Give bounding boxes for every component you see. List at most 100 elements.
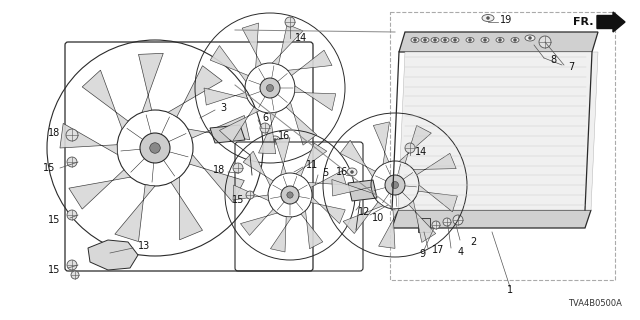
Circle shape: [233, 163, 243, 173]
Circle shape: [444, 38, 447, 42]
Text: FR.: FR.: [573, 17, 594, 27]
Ellipse shape: [466, 37, 474, 43]
Text: 18: 18: [212, 165, 225, 175]
Ellipse shape: [481, 37, 489, 43]
Polygon shape: [301, 211, 323, 249]
Circle shape: [260, 78, 280, 98]
Text: 16: 16: [278, 131, 291, 141]
Polygon shape: [332, 180, 372, 196]
Text: 14: 14: [295, 33, 307, 43]
Circle shape: [443, 218, 451, 226]
Polygon shape: [204, 88, 247, 105]
Circle shape: [432, 221, 440, 229]
Polygon shape: [271, 217, 292, 252]
Text: TVA4B0500A: TVA4B0500A: [568, 299, 622, 308]
Polygon shape: [188, 116, 250, 140]
Polygon shape: [348, 180, 377, 201]
Polygon shape: [69, 170, 131, 209]
Circle shape: [287, 192, 293, 198]
Circle shape: [529, 36, 531, 39]
Polygon shape: [340, 140, 375, 177]
Polygon shape: [233, 185, 269, 201]
Polygon shape: [88, 240, 138, 270]
Circle shape: [499, 38, 502, 42]
Text: 15: 15: [47, 265, 60, 275]
Circle shape: [150, 143, 160, 153]
Polygon shape: [171, 177, 202, 240]
Bar: [418, 218, 430, 232]
Text: 8: 8: [550, 55, 556, 65]
Text: 1: 1: [507, 285, 513, 295]
Circle shape: [405, 143, 415, 153]
Ellipse shape: [482, 14, 494, 21]
Circle shape: [67, 210, 77, 220]
Polygon shape: [418, 185, 458, 212]
Polygon shape: [241, 209, 277, 236]
Polygon shape: [115, 185, 155, 242]
Ellipse shape: [421, 37, 429, 43]
Polygon shape: [82, 70, 128, 129]
Text: 15: 15: [47, 215, 60, 225]
Ellipse shape: [525, 35, 535, 41]
FancyArrow shape: [597, 12, 625, 32]
Text: 12: 12: [358, 207, 371, 217]
Circle shape: [392, 181, 399, 188]
Circle shape: [266, 84, 273, 92]
Polygon shape: [210, 45, 248, 82]
Circle shape: [468, 38, 472, 42]
Circle shape: [66, 129, 78, 141]
Polygon shape: [210, 125, 245, 143]
Ellipse shape: [496, 37, 504, 43]
Circle shape: [351, 171, 353, 173]
Polygon shape: [413, 153, 456, 175]
Circle shape: [71, 271, 79, 279]
Circle shape: [413, 38, 417, 42]
Polygon shape: [189, 155, 244, 203]
Circle shape: [273, 139, 276, 141]
Text: 9: 9: [419, 249, 425, 259]
Circle shape: [424, 38, 426, 42]
Text: 4: 4: [458, 247, 464, 257]
Polygon shape: [287, 50, 332, 76]
Polygon shape: [308, 171, 346, 188]
Polygon shape: [399, 32, 598, 52]
Text: 7: 7: [568, 62, 574, 72]
Text: 15: 15: [43, 163, 55, 173]
Polygon shape: [242, 23, 262, 68]
Text: 14: 14: [415, 147, 428, 157]
Polygon shape: [409, 200, 436, 243]
Circle shape: [67, 157, 77, 167]
Circle shape: [246, 191, 254, 199]
Ellipse shape: [411, 37, 419, 43]
Polygon shape: [286, 102, 317, 145]
Circle shape: [513, 38, 516, 42]
Circle shape: [385, 175, 405, 195]
Text: 6: 6: [262, 113, 268, 123]
Circle shape: [281, 186, 299, 204]
Text: 2: 2: [470, 237, 476, 247]
Polygon shape: [373, 122, 390, 164]
Ellipse shape: [270, 136, 280, 144]
Circle shape: [539, 36, 551, 48]
Text: 5: 5: [322, 168, 328, 178]
Polygon shape: [343, 202, 383, 234]
Text: 3: 3: [220, 103, 226, 113]
Polygon shape: [296, 143, 327, 176]
Ellipse shape: [451, 37, 459, 43]
Polygon shape: [138, 53, 163, 112]
Polygon shape: [220, 107, 259, 142]
Text: 11: 11: [306, 160, 318, 170]
Polygon shape: [168, 66, 222, 117]
Circle shape: [140, 133, 170, 163]
Circle shape: [483, 38, 486, 42]
Circle shape: [433, 38, 436, 42]
Circle shape: [67, 260, 77, 270]
Polygon shape: [275, 138, 290, 175]
Polygon shape: [310, 197, 345, 224]
Text: 13: 13: [138, 241, 150, 251]
Text: 15: 15: [232, 195, 244, 205]
Text: 16: 16: [336, 167, 348, 177]
Ellipse shape: [441, 37, 449, 43]
Ellipse shape: [511, 37, 519, 43]
Text: 10: 10: [372, 213, 384, 223]
